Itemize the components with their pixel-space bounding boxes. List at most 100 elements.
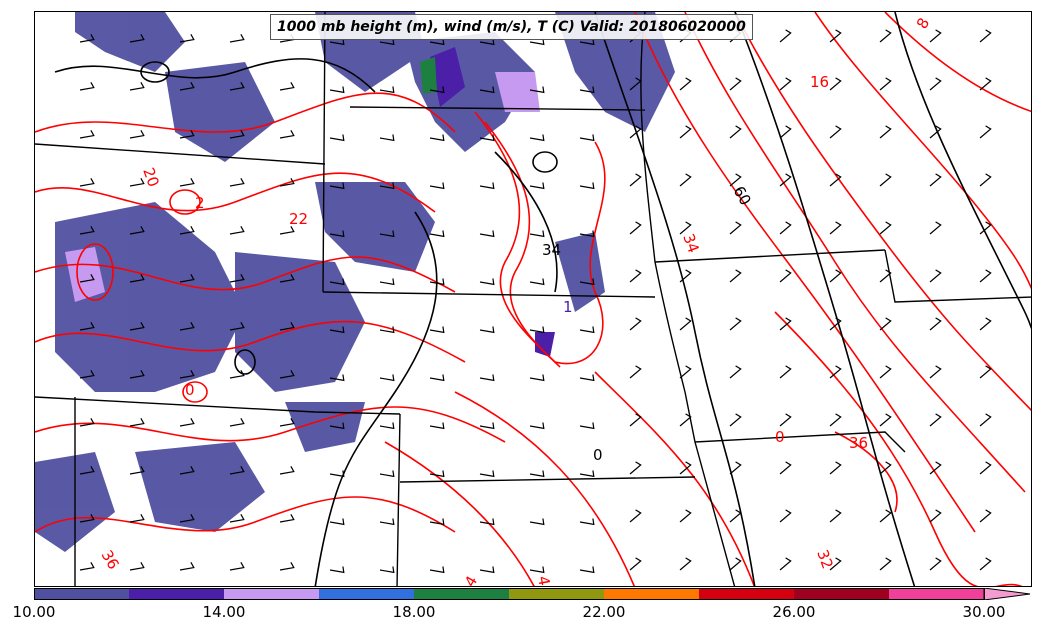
wind-barb [279,514,295,523]
wind-barb [129,322,145,331]
wind-barb [829,317,842,331]
wind-barb [379,470,395,478]
map-canvas: 22 20 16 8 60 34 34 36 36 32 40 4 2 0 0 … [35,12,1031,587]
wind-barb [729,461,742,475]
wind-barb [129,514,145,523]
wind-barb [929,413,942,427]
wind-barb [229,226,245,235]
wind-barb [579,518,595,526]
wind-barb [79,130,95,139]
contour-label: 34 [679,231,702,255]
contour-label: 36 [849,434,868,452]
wind-barb [129,562,145,571]
wind-barb [479,134,495,142]
wind-barb [879,77,892,91]
wind-barb [579,566,595,574]
wind-barb [479,518,495,526]
wind-barb [329,518,345,526]
wind-barb [129,466,145,475]
wind-barb [129,274,145,283]
wind-barb [279,130,295,139]
wind-barb [729,557,742,571]
wind-barb [879,29,892,43]
contour-label: 4 [461,573,481,587]
wind-barb [229,322,245,331]
contour-label: 36 [98,547,123,573]
wind-barb [429,326,445,334]
wind-barb [979,77,992,91]
wind-barb [679,173,692,187]
wind-barb [629,125,642,139]
wind-barb [229,130,245,139]
wind-barb [129,226,145,235]
wind-barb [329,182,345,190]
wind-barb [229,466,245,475]
wind-barb [829,125,842,139]
colorbar-tick-label: 30.00 [962,603,1006,621]
wind-barb [779,317,792,331]
wind-barb [379,230,395,238]
wind-barb [279,322,295,331]
wind-barb [179,514,195,523]
wind-barb [279,274,295,283]
colorbar-bin [319,588,414,600]
wind-barb [479,422,495,430]
wind-barb [679,317,692,331]
wind-barb [129,370,145,379]
colorbar-bin [604,588,699,600]
wind-barb [679,365,692,379]
wind-barb [529,134,545,142]
wind-barb [779,461,792,475]
wind-barb [779,173,792,187]
wind-barb [79,322,95,331]
wind-barb [979,173,992,187]
wind-barb [79,418,95,427]
wind-barb [729,125,742,139]
wind-barb [329,230,345,238]
wind-barb [679,413,692,427]
wind-barb [929,365,942,379]
wind-barb [579,182,595,190]
colorbar-bin [34,588,129,600]
wind-barb [679,77,692,91]
wind-barb [629,77,642,91]
wind-barb [929,509,942,523]
wind-barb [179,562,195,571]
wind-barb [829,173,842,187]
wind-barb [279,418,295,427]
contour-label-layer: 22 20 16 8 60 34 34 36 36 32 40 4 2 0 0 … [98,15,934,587]
wind-barb [179,274,195,283]
wind-barb [579,326,595,334]
wind-barb [779,557,792,571]
wind-barb [179,82,195,91]
wind-barb [429,566,445,574]
wind-barb [479,470,495,478]
wind-barb [429,38,445,46]
wind-barb [829,77,842,91]
wind-barb [979,29,992,43]
wind-barb [179,322,195,331]
wind-barb [779,269,792,283]
wind-barb [179,130,195,139]
wind-barb [329,470,345,478]
wind-barb [229,514,245,523]
wind-barb [179,178,195,187]
wind-barb [229,274,245,283]
wind-barb [629,317,642,331]
wind-barb [229,370,245,379]
wind-barb [429,134,445,142]
wind-barb [629,269,642,283]
wind-barb [579,374,595,382]
wind-barb [279,82,295,91]
contour-label: 22 [289,210,308,228]
contour-label: 40 [534,575,555,587]
wind-barb [529,278,545,286]
wind-barb [329,566,345,574]
wind-barbs [79,29,992,574]
wind-barb [829,461,842,475]
wind-barb [779,125,792,139]
wind-barb [179,226,195,235]
wind-barb [729,173,742,187]
wind-barb [379,422,395,430]
wind-barb [479,566,495,574]
